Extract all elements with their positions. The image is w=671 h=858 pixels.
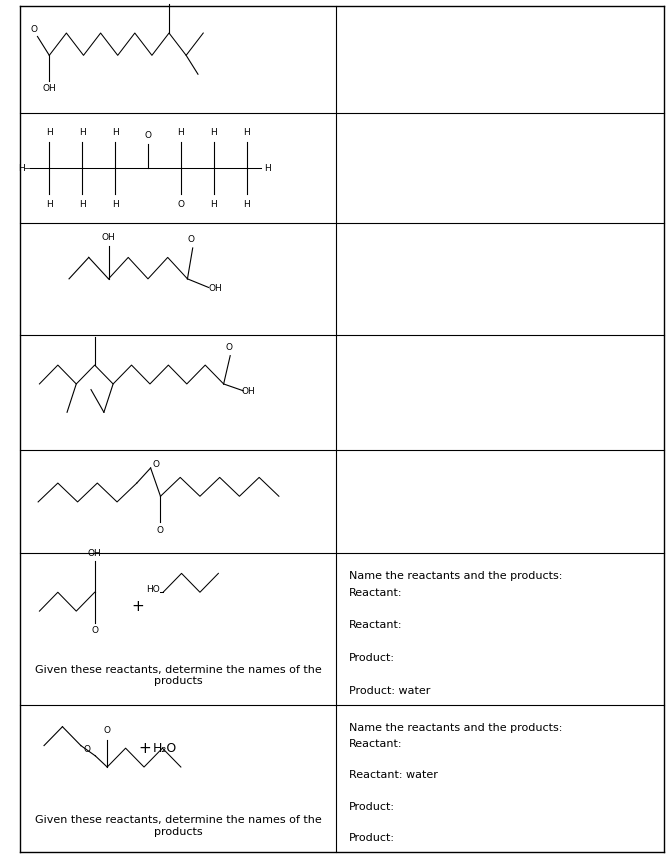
Text: Name the reactants and the products:: Name the reactants and the products:: [350, 571, 563, 581]
Text: Reactant:: Reactant:: [350, 588, 403, 597]
Text: H₂O: H₂O: [152, 741, 176, 755]
Text: Product:: Product:: [350, 833, 395, 843]
Text: OH: OH: [88, 549, 101, 559]
Text: H: H: [111, 128, 119, 136]
Text: H: H: [211, 128, 217, 136]
Text: H: H: [244, 200, 250, 208]
Text: Product:: Product:: [350, 801, 395, 812]
Text: O: O: [152, 460, 160, 469]
Text: Product: water: Product: water: [350, 686, 431, 696]
Text: OH: OH: [208, 284, 222, 293]
Text: O: O: [104, 727, 111, 735]
Text: —: —: [23, 164, 33, 172]
Text: Given these reactants, determine the names of the
products: Given these reactants, determine the nam…: [34, 815, 321, 837]
Text: H: H: [79, 200, 86, 208]
Text: Reactant: water: Reactant: water: [350, 770, 438, 780]
Text: O: O: [157, 526, 164, 535]
Text: O: O: [144, 131, 152, 140]
Text: O: O: [187, 235, 194, 244]
Text: +: +: [138, 740, 151, 756]
Text: O: O: [31, 25, 38, 34]
Text: HO: HO: [146, 585, 160, 595]
Text: H: H: [264, 164, 271, 172]
Text: Reactant:: Reactant:: [350, 620, 403, 631]
Text: H: H: [79, 128, 86, 136]
Text: H: H: [111, 200, 119, 208]
Text: H: H: [18, 164, 25, 172]
Text: Reactant:: Reactant:: [350, 739, 403, 749]
Text: H: H: [244, 128, 250, 136]
Text: H: H: [211, 200, 217, 208]
Text: OH: OH: [242, 387, 256, 396]
Text: Product:: Product:: [350, 653, 395, 663]
Text: O: O: [177, 200, 185, 208]
Text: H: H: [46, 200, 52, 208]
Text: O: O: [225, 343, 232, 353]
Text: OH: OH: [101, 233, 115, 242]
Text: +: +: [132, 600, 144, 614]
Text: Name the reactants and the products:: Name the reactants and the products:: [350, 723, 563, 733]
Text: O: O: [91, 626, 98, 636]
Text: H: H: [178, 128, 185, 136]
Text: Given these reactants, determine the names of the
products: Given these reactants, determine the nam…: [34, 665, 321, 686]
Text: OH: OH: [42, 84, 56, 94]
Text: O: O: [84, 746, 91, 754]
Text: H: H: [46, 128, 52, 136]
